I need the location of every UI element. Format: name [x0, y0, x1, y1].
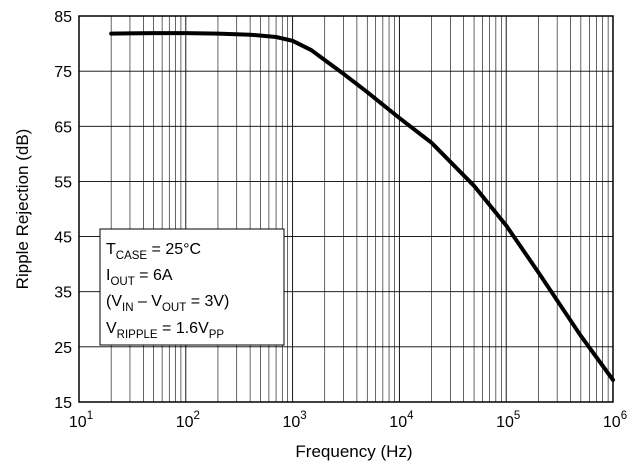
conditions-annotation: TCASE = 25°C IOUT = 6A (VIN – VOUT = 3V) VR… — [99, 228, 285, 346]
y-tick-label: 45 — [54, 230, 72, 247]
plot-frame — [78, 15, 614, 403]
conditions-box — [99, 228, 285, 346]
x-tick-label: 104 — [389, 410, 414, 431]
y-axis-title: Ripple Rejection (dB) — [13, 129, 32, 290]
y-tick-label: 25 — [54, 340, 72, 357]
curve-layer — [109, 31, 615, 382]
y-tick-label: 55 — [54, 174, 72, 191]
condition-line: VRIPPLE = 1.6VPP — [106, 320, 224, 341]
x-tick-label: 103 — [282, 410, 306, 431]
x-tick-labels: 101 102 103 104 105 106 — [69, 410, 627, 431]
x-axis-title: Frequency (Hz) — [295, 442, 412, 461]
y-tick-label: 75 — [54, 64, 72, 81]
x-tick-label: 102 — [176, 410, 200, 431]
y-tick-labels: 15 25 35 45 55 65 75 85 — [54, 9, 72, 412]
y-tick-label: 15 — [54, 395, 72, 412]
x-tick-label: 105 — [496, 410, 520, 431]
condition-line: (VIN – VOUT = 3V) — [106, 293, 229, 314]
y-tick-label: 35 — [54, 285, 72, 302]
ripple-rejection-curve — [109, 31, 615, 382]
x-tick-label: 106 — [603, 410, 627, 431]
y-tick-label: 85 — [54, 9, 72, 26]
condition-line: IOUT = 6A — [106, 267, 173, 288]
x-tick-label: 101 — [69, 410, 93, 431]
condition-line: TCASE = 25°C — [106, 241, 201, 262]
y-tick-label: 65 — [54, 119, 72, 136]
